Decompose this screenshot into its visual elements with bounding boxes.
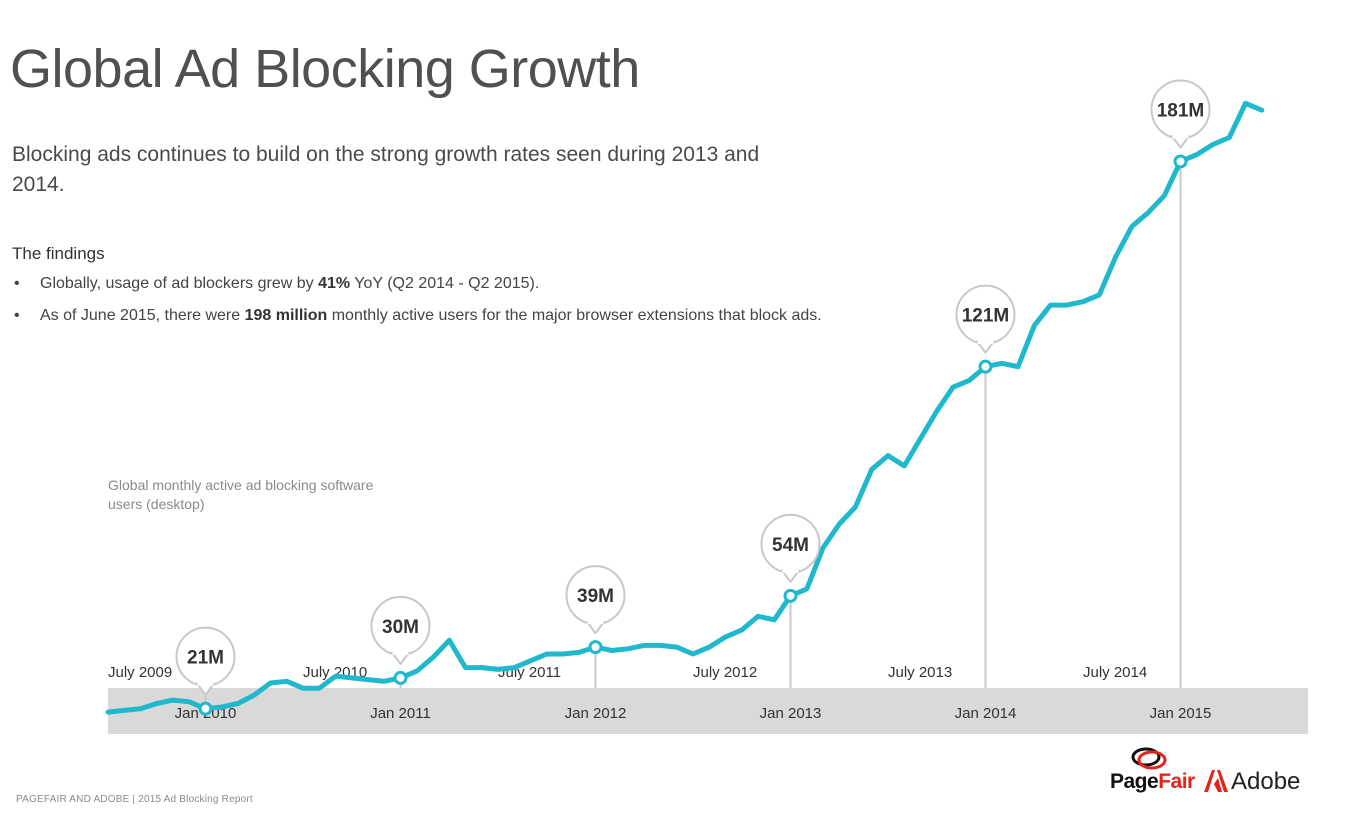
x-tick-label: July 2013 bbox=[888, 664, 952, 681]
data-point bbox=[588, 640, 603, 655]
pagefair-logo-accent: Fair bbox=[1158, 770, 1195, 793]
annotation-pointer-mask bbox=[1172, 132, 1189, 139]
finding-item: As of June 2015, there were 198 million … bbox=[12, 304, 832, 327]
finding-text: monthly active users for the major brows… bbox=[327, 307, 822, 324]
x-tick-label: Jan 2014 bbox=[955, 705, 1017, 722]
finding-text: YoY (Q2 2014 - Q2 2015). bbox=[350, 275, 540, 292]
finding-item: Globally, usage of ad blockers grew by 4… bbox=[12, 272, 832, 295]
data-label: 30M bbox=[382, 617, 419, 638]
x-axis-band bbox=[108, 688, 1308, 734]
adobe-logo-text: Adobe bbox=[1231, 768, 1301, 795]
adobe-logo-icon bbox=[1204, 770, 1228, 792]
annotation-pointer-mask bbox=[392, 648, 409, 655]
finding-highlight: 198 million bbox=[244, 307, 328, 324]
pagefair-logo-text: Page bbox=[1110, 770, 1159, 793]
findings-section: The findings Globally, usage of ad block… bbox=[12, 244, 832, 336]
data-label: 39M bbox=[577, 586, 614, 607]
data-point bbox=[783, 588, 798, 603]
logos: PageFair Adobe bbox=[1108, 746, 1328, 806]
finding-highlight: 41% bbox=[318, 275, 351, 292]
data-label: 54M bbox=[772, 535, 809, 556]
finding-text: Globally, usage of ad blockers grew by bbox=[40, 275, 319, 292]
x-tick-label: July 2014 bbox=[1083, 664, 1147, 681]
annotation-pointer-mask bbox=[782, 566, 799, 573]
x-tick-label: July 2012 bbox=[693, 664, 757, 681]
data-point bbox=[198, 701, 213, 716]
findings-list: Globally, usage of ad blockers grew by 4… bbox=[12, 272, 832, 327]
x-tick-label: Jan 2013 bbox=[760, 705, 822, 722]
finding-text: As of June 2015, there were bbox=[40, 307, 245, 324]
subtitle: Blocking ads continues to build on the s… bbox=[12, 143, 760, 196]
data-point bbox=[393, 670, 408, 685]
pagefair-logo: PageFair bbox=[1110, 770, 1195, 794]
series-line bbox=[105, 100, 1265, 715]
x-tick-label: Jan 2015 bbox=[1150, 705, 1212, 722]
annotation-pointer-mask bbox=[197, 679, 214, 686]
pagefair-logo-icon bbox=[1131, 747, 1167, 770]
data-label: 21M bbox=[187, 648, 224, 669]
findings-heading: The findings bbox=[12, 244, 105, 263]
page-title: Global Ad Blocking Growth bbox=[10, 39, 640, 99]
data-point bbox=[1173, 154, 1188, 169]
annotation-pointer-mask bbox=[587, 618, 604, 625]
data-label: 181M bbox=[1157, 100, 1205, 121]
x-tick-label: Jan 2011 bbox=[370, 705, 431, 722]
x-tick-label: July 2009 bbox=[108, 664, 172, 681]
x-tick-label: Jan 2012 bbox=[565, 705, 627, 722]
footer-source: PAGEFAIR AND ADOBE | 2015 Ad Blocking Re… bbox=[16, 794, 253, 805]
data-point bbox=[978, 359, 993, 374]
series-note: Global monthly active ad blocking softwa… bbox=[108, 477, 374, 512]
data-label: 121M bbox=[962, 306, 1010, 327]
annotation-pointer-mask bbox=[977, 337, 994, 344]
